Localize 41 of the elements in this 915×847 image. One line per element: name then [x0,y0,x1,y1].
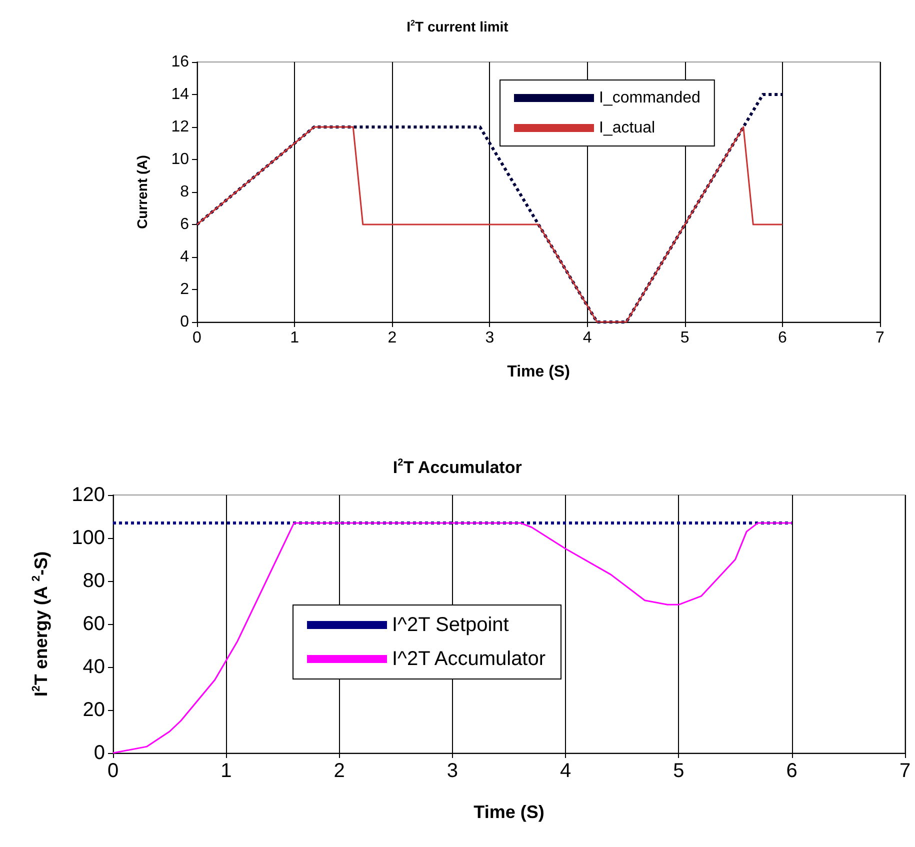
x-tick-label: 2 [334,760,345,782]
y-tick-label: 12 [171,118,190,136]
x-tick-label: 3 [446,760,458,782]
legend-label: I^2T Setpoint [392,614,510,636]
legend-label: I_commanded [599,90,700,106]
y-axis-title: I2T energy (A 2-S) [30,551,51,697]
y-tick-label: 40 [82,656,105,678]
x-tick-label: 4 [560,760,572,782]
x-tick-label: 6 [786,760,798,782]
x-axis-title: Time (S) [507,364,570,380]
y-tick-label: 80 [82,570,105,592]
y-tick-label: 60 [82,613,105,635]
y-tick-label: 0 [180,314,190,330]
y-axis-title: Current (A) [134,155,150,229]
legend-label: I^2T Accumulator [392,648,546,670]
y-tick-label: 14 [171,86,190,103]
x-tick-label: 5 [673,760,684,782]
y-tick-label: 6 [180,216,190,233]
y-tick-label: 10 [171,151,190,168]
x-tick-label: 1 [290,330,300,346]
y-tick-label: 8 [180,184,190,200]
x-tick-label: 6 [778,330,787,346]
x-tick-label: 0 [192,330,202,346]
x-tick-label: 5 [680,330,690,346]
line-series [112,522,793,754]
legend-label: I_actual [599,120,656,136]
y-tick-label: 16 [171,54,190,70]
y-tick-label: 0 [94,742,105,764]
y-tick-label: 2 [180,281,190,298]
x-tick-label: 0 [107,760,119,782]
x-tick-label: 7 [899,760,911,782]
y-tick-label: 20 [82,699,105,721]
x-tick-label: 2 [388,330,397,346]
y-tick-label: 120 [72,484,105,506]
x-tick-label: 3 [485,330,494,346]
x-tick-label: 4 [582,330,592,346]
x-axis-title: Time (S) [474,802,544,822]
x-tick-label: 7 [876,330,885,346]
y-tick-label: 100 [72,527,105,549]
x-tick-label: 1 [220,760,232,782]
y-tick-label: 4 [180,248,190,266]
